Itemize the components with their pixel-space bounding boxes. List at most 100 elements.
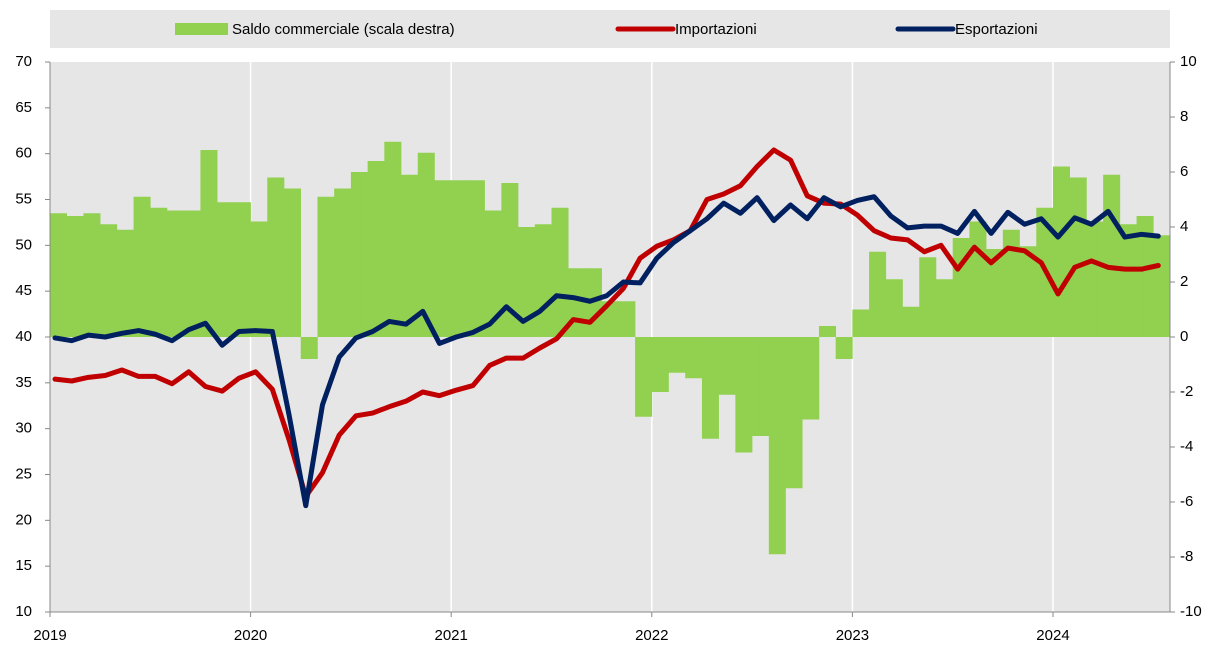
- y2-tick-label: 10: [1180, 53, 1197, 70]
- bar: [501, 183, 519, 337]
- bar: [350, 172, 368, 337]
- y-tick-label: 35: [15, 374, 32, 391]
- y2-tick-label: -10: [1180, 603, 1202, 620]
- bar: [417, 152, 435, 337]
- legend-swatch: [175, 23, 228, 35]
- y-tick-label: 65: [15, 99, 32, 116]
- bar: [735, 337, 753, 453]
- y2-tick-label: 2: [1180, 273, 1188, 290]
- y-tick-label: 20: [15, 511, 32, 528]
- bar: [1119, 224, 1137, 337]
- bar: [935, 279, 953, 337]
- x-tick-label: 2021: [435, 627, 468, 644]
- bar: [116, 229, 134, 337]
- legend-band: [50, 10, 1170, 48]
- y-tick-label: 15: [15, 557, 32, 574]
- bar: [568, 268, 586, 337]
- legend-label: Importazioni: [675, 21, 757, 38]
- bar: [233, 202, 251, 337]
- y-tick-label: 45: [15, 282, 32, 299]
- bar: [451, 180, 469, 337]
- bar: [785, 337, 803, 489]
- bar: [1019, 246, 1037, 337]
- bar: [635, 337, 653, 417]
- bar: [401, 174, 419, 337]
- bar: [685, 337, 703, 379]
- bar: [1136, 216, 1154, 337]
- y-tick-label: 50: [15, 236, 32, 253]
- bar: [100, 224, 118, 337]
- bar: [752, 337, 770, 436]
- legend-label: Esportazioni: [955, 21, 1038, 38]
- bar: [852, 309, 870, 337]
- bar: [818, 326, 836, 337]
- y-tick-label: 10: [15, 603, 32, 620]
- bar: [835, 337, 853, 359]
- y-tick-label: 40: [15, 328, 32, 345]
- bar: [986, 249, 1004, 337]
- bar: [701, 337, 719, 439]
- bar: [133, 196, 151, 337]
- y2-tick-label: -2: [1180, 383, 1193, 400]
- y-tick-label: 60: [15, 145, 32, 162]
- bar: [183, 210, 201, 337]
- bar: [334, 188, 352, 337]
- y2-tick-label: 6: [1180, 163, 1188, 180]
- bar: [1153, 235, 1171, 337]
- bar: [317, 196, 335, 337]
- bar: [802, 337, 820, 420]
- bar: [66, 216, 84, 337]
- bar: [267, 177, 285, 337]
- y-tick-label: 25: [15, 465, 32, 482]
- bar: [1002, 229, 1020, 337]
- x-tick-label: 2020: [234, 627, 267, 644]
- bar: [518, 227, 536, 337]
- y-tick-label: 70: [15, 53, 32, 70]
- bar: [484, 210, 502, 337]
- y2-tick-label: -8: [1180, 548, 1193, 565]
- bar: [1086, 221, 1104, 337]
- x-tick-label: 2022: [635, 627, 668, 644]
- bar: [651, 337, 669, 392]
- bar: [534, 224, 552, 337]
- bar: [668, 337, 686, 373]
- y-tick-label: 55: [15, 190, 32, 207]
- bar: [167, 210, 185, 337]
- bar: [217, 202, 235, 337]
- bar: [384, 141, 402, 337]
- y2-tick-label: 8: [1180, 108, 1188, 125]
- bar: [869, 251, 887, 337]
- y2-tick-label: 4: [1180, 218, 1188, 235]
- bar: [434, 180, 452, 337]
- x-tick-label: 2024: [1036, 627, 1069, 644]
- bar: [718, 337, 736, 395]
- y-tick-label: 30: [15, 420, 32, 437]
- bar: [467, 180, 485, 337]
- bar: [1103, 174, 1121, 337]
- bar: [1069, 177, 1087, 337]
- bar: [618, 301, 636, 337]
- bar: [902, 306, 920, 337]
- bar: [250, 221, 268, 337]
- bar: [885, 279, 903, 337]
- bar: [919, 257, 937, 337]
- x-tick-label: 2019: [33, 627, 66, 644]
- bar: [200, 150, 218, 337]
- bar: [50, 213, 68, 337]
- line: [52, 147, 1161, 499]
- bar: [150, 207, 168, 337]
- y2-tick-label: -6: [1180, 493, 1193, 510]
- y2-tick-label: -4: [1180, 438, 1193, 455]
- legend-label: Saldo commerciale (scala destra): [232, 21, 455, 38]
- bar: [284, 188, 302, 337]
- bar: [768, 337, 786, 555]
- bar: [83, 213, 101, 337]
- x-tick-label: 2023: [836, 627, 869, 644]
- bar: [1052, 166, 1071, 337]
- bar: [601, 301, 619, 337]
- bar: [551, 207, 569, 337]
- bar: [300, 337, 318, 359]
- bar: [367, 161, 385, 337]
- line: [52, 194, 1161, 509]
